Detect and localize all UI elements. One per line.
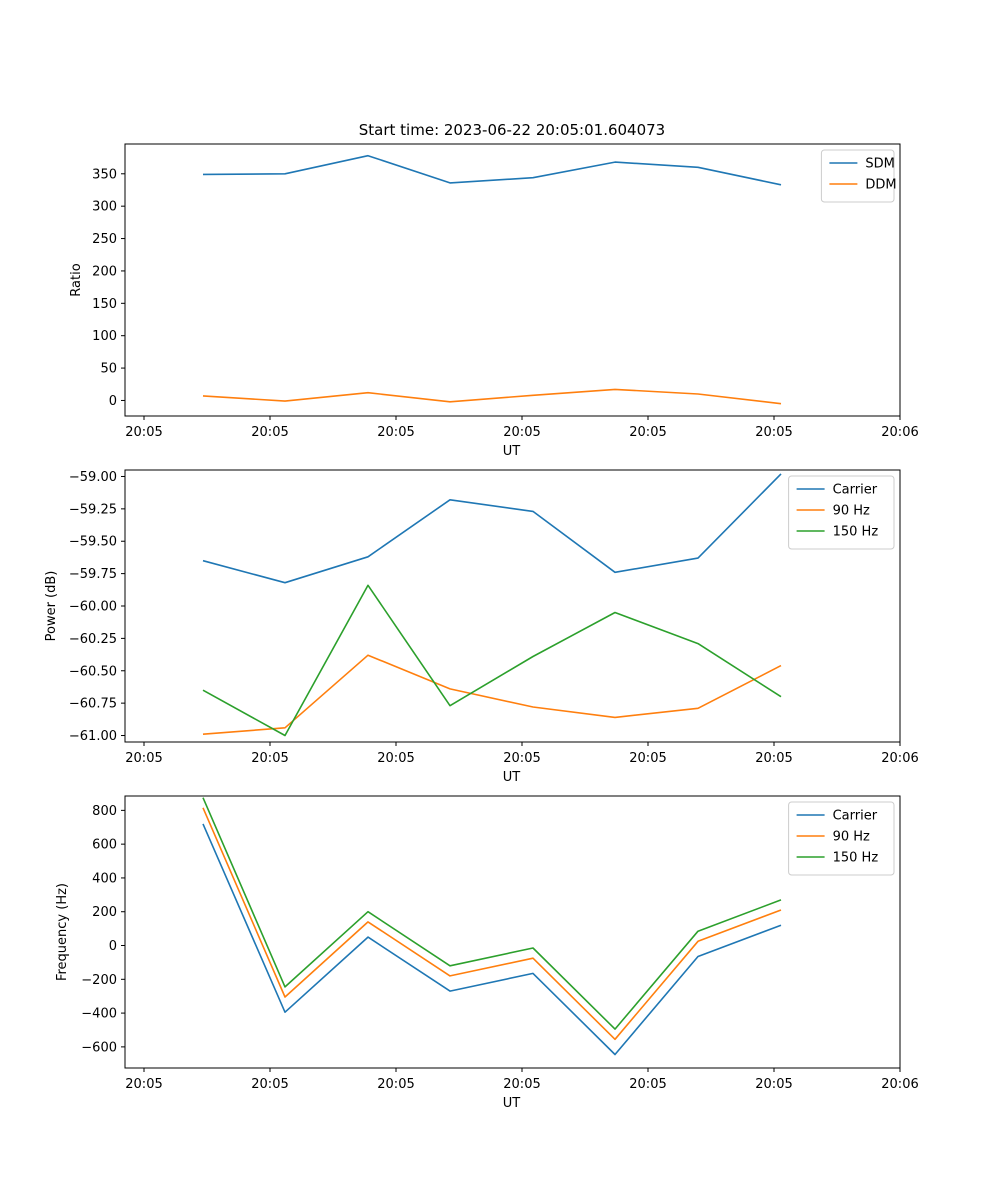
x-tick-label: 20:05: [755, 1077, 792, 1092]
legend-label: 90 Hz: [833, 504, 870, 519]
y-tick-label: −61.00: [69, 729, 117, 744]
y-tick-label: −60.75: [69, 697, 117, 712]
y-tick-label: −59.00: [69, 470, 117, 485]
y-tick-label: −60.50: [69, 664, 117, 679]
y-tick-label: 400: [92, 871, 117, 886]
x-tick-label: 20:05: [125, 751, 162, 766]
x-tick-label: 20:05: [503, 751, 540, 766]
y-tick-label: 200: [92, 905, 117, 920]
x-tick-label: 20:05: [503, 425, 540, 440]
legend: SDM DDM: [820, 149, 897, 203]
y-tick-label: 0: [109, 939, 117, 954]
y-tick-label: 350: [92, 167, 117, 182]
legend-label: SDM: [865, 157, 894, 172]
y-tick-label: −200: [81, 973, 117, 988]
x-tick-label: 20:06: [881, 751, 918, 766]
x-axis-label: UT: [503, 444, 521, 459]
series-line-ddm: [202, 388, 782, 405]
x-tick-label: 20:05: [377, 1077, 414, 1092]
y-axis-label: Power (dB): [44, 571, 59, 642]
x-tick-label: 20:05: [251, 425, 288, 440]
legend-label: DDM: [865, 178, 896, 193]
y-tick-label: −59.50: [69, 535, 117, 550]
legend-label: 150 Hz: [833, 525, 879, 540]
y-tick-label: 300: [92, 200, 117, 215]
series-line-90-hz: [202, 807, 782, 1041]
x-tick-label: 20:05: [629, 1077, 666, 1092]
legend-label: 150 Hz: [833, 851, 879, 866]
y-tick-label: 100: [92, 329, 117, 344]
legend-label: Carrier: [833, 483, 878, 498]
series-line-sdm: [202, 154, 782, 186]
panel-3: 20:05 20:05 20:05 20:05 20:05 20:05 20:06 −600 −…: [55, 795, 919, 1111]
legend-label: 90 Hz: [833, 830, 870, 845]
x-tick-label: 20:05: [629, 425, 666, 440]
x-tick-label: 20:05: [125, 425, 162, 440]
x-axis-label: UT: [503, 1096, 521, 1111]
y-tick-label: 150: [92, 297, 117, 312]
x-tick-label: 20:05: [251, 751, 288, 766]
x-tick-label: 20:06: [881, 1077, 918, 1092]
x-tick-label: 20:05: [251, 1077, 288, 1092]
legend-label: Carrier: [833, 809, 878, 824]
x-tick-label: 20:05: [755, 425, 792, 440]
y-tick-label: −59.75: [69, 567, 117, 582]
legend: Carrier 90 Hz 150 Hz: [788, 801, 895, 876]
y-tick-label: −400: [81, 1007, 117, 1022]
y-tick-label: 600: [92, 838, 117, 853]
figure-title: Start time: 2023-06-22 20:05:01.604073: [359, 121, 665, 139]
panel-2: 20:05 20:05 20:05 20:05 20:05 20:05 20:06 −61.0…: [44, 469, 919, 785]
y-tick-label: 250: [92, 232, 117, 247]
series-line-carrier: [202, 473, 782, 584]
x-tick-label: 20:05: [503, 1077, 540, 1092]
legend: Carrier 90 Hz 150 Hz: [788, 475, 895, 550]
plot-frame: [124, 469, 901, 743]
x-tick-label: 20:05: [629, 751, 666, 766]
x-tick-label: 20:05: [125, 1077, 162, 1092]
series-line-150-hz: [202, 797, 782, 1030]
series-line-150-hz: [202, 584, 782, 737]
y-tick-label: −600: [81, 1040, 117, 1055]
y-axis-label: Frequency (Hz): [55, 883, 70, 981]
y-tick-label: −60.25: [69, 632, 117, 647]
series-line-90-hz: [202, 654, 782, 735]
y-tick-label: 50: [100, 362, 117, 377]
x-tick-label: 20:05: [377, 751, 414, 766]
y-tick-label: −59.25: [69, 502, 117, 517]
y-tick-label: 800: [92, 804, 117, 819]
y-tick-label: 200: [92, 264, 117, 279]
y-axis-label: Ratio: [69, 263, 84, 296]
x-tick-label: 20:05: [755, 751, 792, 766]
x-tick-label: 20:06: [881, 425, 918, 440]
y-tick-label: −60.00: [69, 600, 117, 615]
panel-1: 20:05 20:05 20:05 20:05 20:05 20:05 20:06 0 50 10…: [69, 143, 919, 459]
series-line-carrier: [202, 823, 782, 1056]
x-axis-label: UT: [503, 770, 521, 785]
plot-frame: [124, 143, 901, 417]
y-tick-label: 0: [109, 394, 117, 409]
plot-frame: [124, 795, 901, 1069]
x-tick-label: 20:05: [377, 425, 414, 440]
